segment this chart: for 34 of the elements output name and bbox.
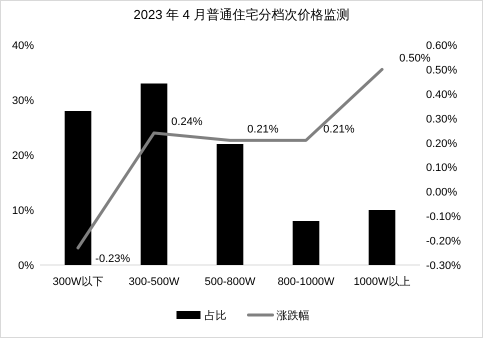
y2-tick-label: -0.30% [426, 260, 462, 272]
y-tick-label: 40% [12, 40, 34, 52]
y2-tick-label: 0.50% [426, 64, 458, 76]
data-label: -0.23% [95, 252, 130, 265]
x-tick-label: 1000W以上 [354, 275, 410, 288]
x-tick-label: 300-500W [128, 276, 180, 288]
y2-tick-label: 0.40% [426, 88, 458, 101]
y2-tick-label: 0.30% [426, 113, 458, 126]
line-series [76, 68, 384, 250]
y-tick-label: 10% [12, 205, 34, 217]
y2-tick-label: -0.10% [426, 211, 462, 224]
y2-tick-label: 0.00% [426, 186, 458, 199]
legend-label: 涨跌幅 [276, 310, 310, 322]
legend-label: 占比 [204, 309, 226, 322]
bar [216, 144, 244, 265]
bar [292, 221, 320, 265]
bar [64, 111, 92, 265]
data-label: 0.24% [171, 116, 203, 128]
data-label: 0.50% [399, 52, 431, 64]
bar [368, 210, 396, 265]
y-tick-label: 20% [12, 150, 34, 162]
y2-tick-label: 0.10% [426, 162, 458, 174]
y2-tick-label: 0.20% [426, 138, 458, 150]
y-tick-label: 30% [12, 95, 34, 107]
y2-tick-label: -0.20% [426, 236, 462, 248]
data-label: 0.21% [247, 123, 279, 136]
bar [140, 84, 168, 265]
x-tick-label: 800-1000W [278, 276, 336, 288]
x-tick-label: 500-800W [204, 276, 256, 288]
x-tick-label: 300W以下 [52, 275, 104, 288]
data-label: 0.21% [323, 123, 355, 136]
y2-tick-label: 0.60% [426, 40, 458, 52]
y-tick-label: 0% [18, 260, 34, 272]
chart-title: 2023 年 4 月普通住宅分档次价格监测 [134, 7, 350, 22]
